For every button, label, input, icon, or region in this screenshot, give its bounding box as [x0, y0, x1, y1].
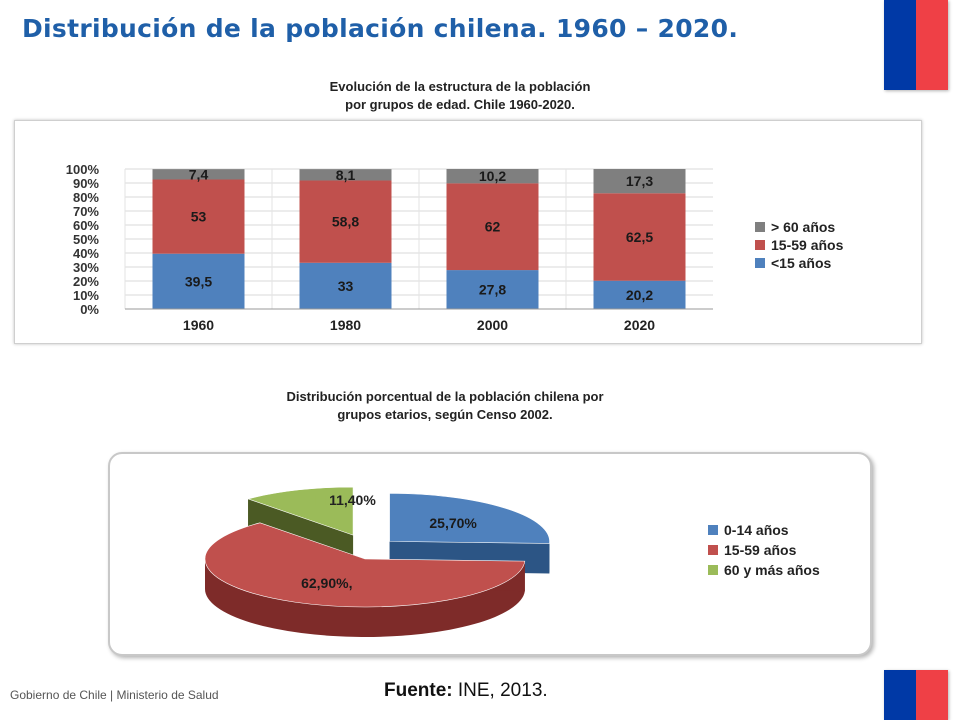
y-tick-label: 90%: [73, 176, 99, 191]
pie-chart-title-line1: Distribución porcentual de la población …: [286, 389, 604, 404]
x-tick-label: 2000: [477, 317, 508, 333]
data-label: 27,8: [479, 282, 506, 298]
pie-chart: 25,70% 62,90%, 11,40% 0-14 años 15-59 años 60…: [204, 486, 820, 637]
legend-swatch: [755, 258, 765, 268]
legend-label: 60 y más años: [724, 562, 820, 578]
pie-data-label: 11,40%: [329, 492, 376, 508]
pie-slice: [204, 522, 526, 608]
bar-segment: [152, 179, 245, 254]
pie-data-label: 62,90%,: [301, 575, 352, 591]
bar-chart-title-line2: por grupos de edad. Chile 1960-2020.: [345, 97, 575, 112]
y-tick-label: 100%: [66, 162, 100, 177]
x-tick-label: 1980: [330, 317, 361, 333]
footer-ministry: Gobierno de Chile | Ministerio de Salud: [10, 688, 219, 702]
y-tick-label: 70%: [73, 204, 99, 219]
chile-flag-top-icon: [884, 0, 948, 90]
bar-segment: [152, 169, 245, 180]
pie-chart-title-line2: grupos etarios, según Censo 2002.: [337, 407, 553, 422]
bar-segment: [446, 169, 539, 184]
x-tick-label: 2020: [624, 317, 655, 333]
y-tick-label: 80%: [73, 190, 99, 205]
y-tick-label: 30%: [73, 260, 99, 275]
pie-label-swatch: [315, 495, 326, 505]
source-value: INE, 2013.: [452, 680, 548, 701]
bar-segment: [299, 169, 392, 181]
legend-label: 15-59 años: [771, 237, 844, 253]
data-label: 8,1: [336, 167, 356, 183]
data-label: 53: [191, 209, 207, 225]
bar-segment: [446, 183, 539, 271]
source-note: Fuente: INE, 2013.: [384, 680, 548, 702]
data-label: 17,3: [626, 173, 653, 189]
legend-swatch: [708, 565, 718, 575]
bar-chart-title-line1: Evolución de la estructura de la poblaci…: [329, 79, 591, 94]
y-tick-label: 40%: [73, 246, 99, 261]
data-label: 10,2: [479, 168, 506, 184]
data-label: 62: [485, 219, 501, 235]
bar-segment: [593, 193, 686, 281]
data-label: 39,5: [185, 273, 212, 289]
legend-swatch: [755, 222, 765, 232]
data-label: 62,5: [626, 229, 653, 245]
pie-data-label: 25,70%: [429, 515, 477, 531]
page-title: Distribución de la población chilena. 19…: [22, 14, 739, 43]
source-label: Fuente:: [384, 680, 453, 701]
y-tick-label: 0%: [80, 302, 99, 317]
data-label: 7,4: [189, 166, 209, 182]
pie-slice: [246, 486, 354, 536]
legend-label: > 60 años: [771, 219, 835, 235]
pie-slice-side: [205, 559, 525, 637]
bar-segment: [593, 280, 686, 309]
y-tick-label: 20%: [73, 274, 99, 289]
chile-flag-bottom-icon: [884, 670, 948, 720]
pie-chart-frame: 25,70% 62,90%, 11,40% 0-14 años 15-59 años 60…: [108, 452, 872, 656]
legend-label: 15-59 años: [724, 542, 797, 558]
bar-chart-title: Evolución de la estructura de la poblaci…: [270, 78, 650, 114]
y-tick-label: 60%: [73, 218, 99, 233]
legend-label: <15 años: [771, 255, 832, 271]
legend-swatch: [708, 525, 718, 535]
data-label: 58,8: [332, 214, 359, 230]
bar-segment: [446, 270, 539, 309]
legend-label: 0-14 años: [724, 522, 789, 538]
legend-swatch: [708, 545, 718, 555]
y-tick-label: 50%: [73, 232, 99, 247]
bar-segment: [152, 253, 245, 309]
y-tick-label: 10%: [73, 288, 99, 303]
bar-segment: [299, 262, 392, 309]
bar-segment: [299, 180, 392, 263]
data-label: 33: [338, 278, 354, 294]
legend-swatch: [755, 240, 765, 250]
x-tick-label: 1960: [183, 317, 214, 333]
pie-chart-title: Distribución porcentual de la población …: [250, 388, 640, 424]
bar-segment: [593, 169, 686, 194]
data-label: 20,2: [626, 287, 653, 303]
bar-chart-frame: 0% 10% 20% 30% 40% 50% 60% 70% 80% 90% 100% 39,5 53 7…: [14, 120, 922, 344]
pie-slice: [389, 493, 550, 544]
stacked-bar-chart: 0%10%20%30%40%50%60%70%80%90%100% 39,5 53 7…: [66, 162, 844, 333]
